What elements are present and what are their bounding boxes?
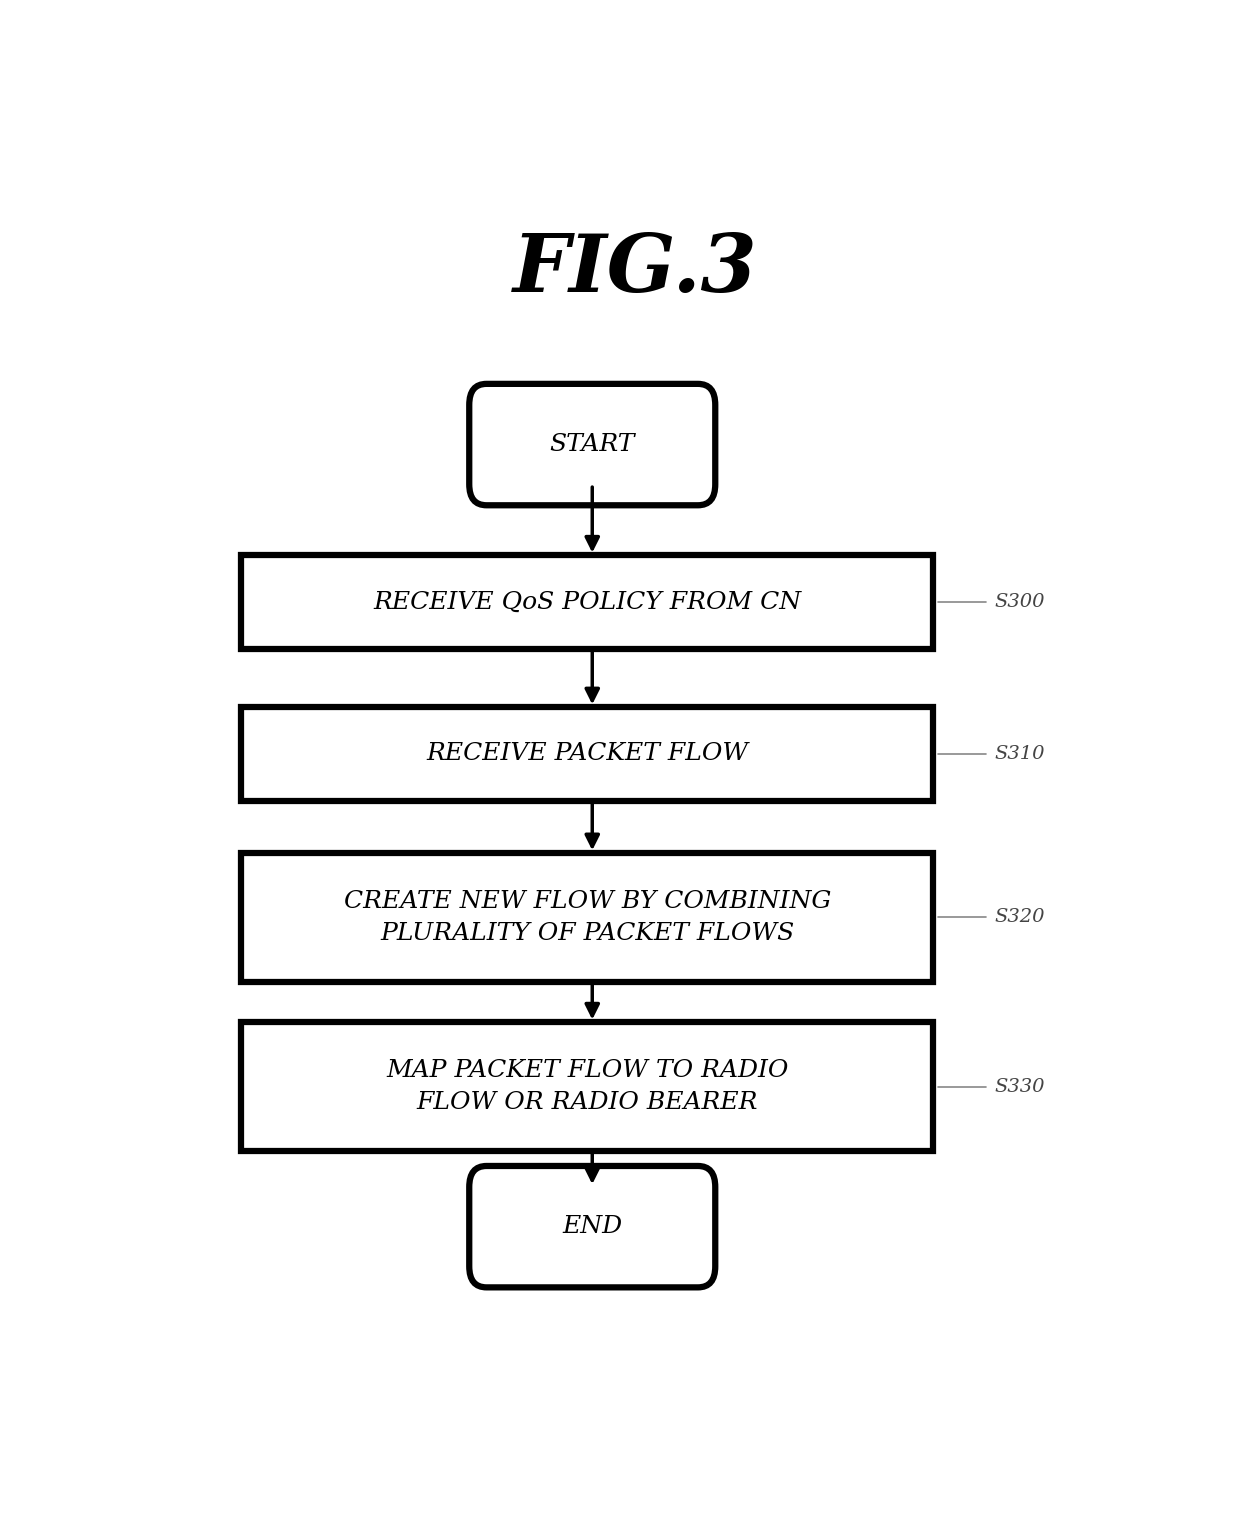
Text: S330: S330 [994,1078,1044,1096]
Bar [242,706,934,800]
Text: CREATE NEW FLOW BY COMBINING
PLURALITY OF PACKET FLOWS: CREATE NEW FLOW BY COMBINING PLURALITY O… [343,890,831,944]
FancyBboxPatch shape [469,1166,715,1287]
Text: S300: S300 [994,593,1044,611]
Text: RECEIVE PACKET FLOW: RECEIVE PACKET FLOW [427,743,749,766]
Text: S320: S320 [994,908,1044,926]
Text: RECEIVE QoS POLICY FROM CN: RECEIVE QoS POLICY FROM CN [373,591,801,614]
FancyBboxPatch shape [469,384,715,505]
Text: S310: S310 [994,744,1044,763]
Text: START: START [549,434,635,456]
Text: FIG.3: FIG.3 [513,230,758,308]
Bar [242,1022,934,1151]
Bar [242,854,934,981]
Text: END: END [562,1216,622,1239]
Text: MAP PACKET FLOW TO RADIO
FLOW OR RADIO BEARER: MAP PACKET FLOW TO RADIO FLOW OR RADIO B… [387,1060,789,1114]
Bar [242,555,934,649]
